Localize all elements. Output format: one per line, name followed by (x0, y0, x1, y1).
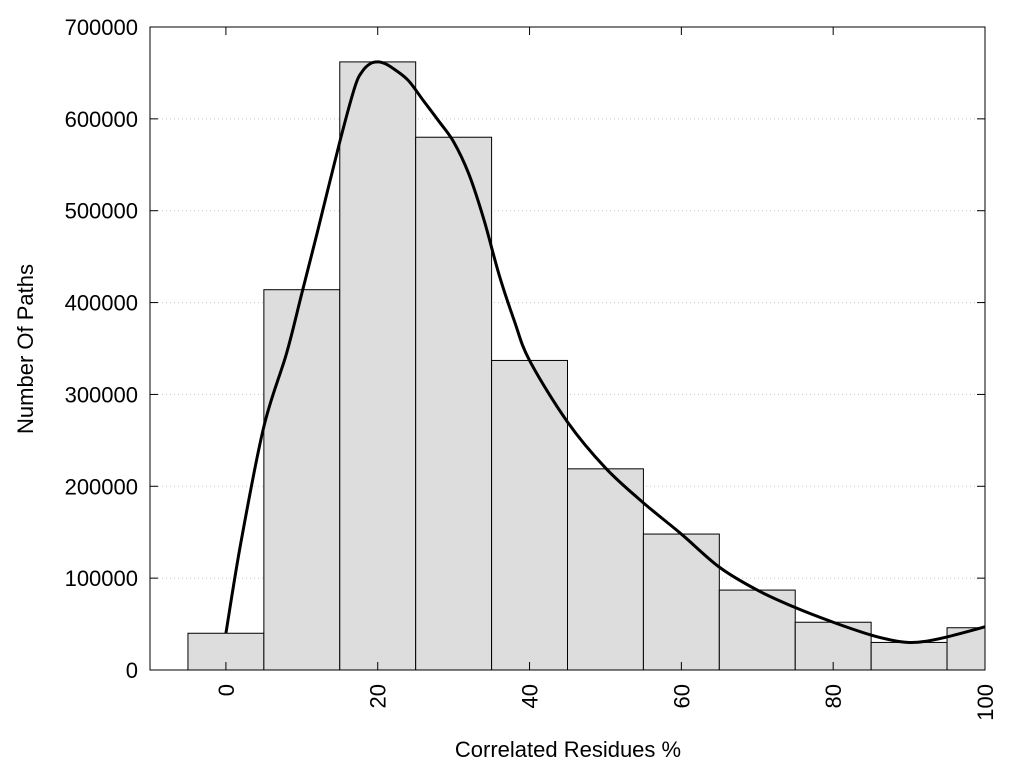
y-tick-label: 100000 (65, 566, 138, 591)
x-tick-label: 0 (214, 684, 239, 696)
density-curve (224, 60, 986, 644)
density-line-layer (224, 60, 986, 644)
bars (187, 61, 986, 671)
y-ticks: 0 100000 200000 300000 400000 500000 600000 700… (65, 15, 985, 683)
y-tick-label: 0 (126, 658, 138, 683)
y-tick-label: 500000 (65, 199, 138, 224)
plot-frame (149, 26, 986, 671)
x-tick-label: 40 (518, 684, 543, 708)
x-tick-label: 80 (821, 684, 846, 708)
histogram-bar (491, 359, 568, 671)
x-ticks: 0 20 40 60 80 100 (214, 27, 998, 721)
y-tick-label: 600000 (65, 107, 138, 132)
x-axis-label: Correlated Residues % (455, 737, 681, 762)
x-tick-label: 60 (669, 684, 694, 708)
x-tick-label: 20 (366, 684, 391, 708)
y-tick-label: 300000 (65, 382, 138, 407)
histogram-bar (263, 289, 341, 671)
x-tick-label: 100 (973, 684, 998, 721)
histogram-bar (870, 641, 948, 671)
y-tick-label: 700000 (65, 15, 138, 40)
histogram-bar (642, 533, 720, 671)
y-tick-label: 400000 (65, 291, 138, 316)
histogram-bar (339, 61, 417, 671)
y-axis-label: Number Of Paths (13, 264, 38, 434)
histogram-bar (415, 136, 493, 671)
y-tick-label: 200000 (65, 474, 138, 499)
histogram-bar (567, 468, 644, 671)
